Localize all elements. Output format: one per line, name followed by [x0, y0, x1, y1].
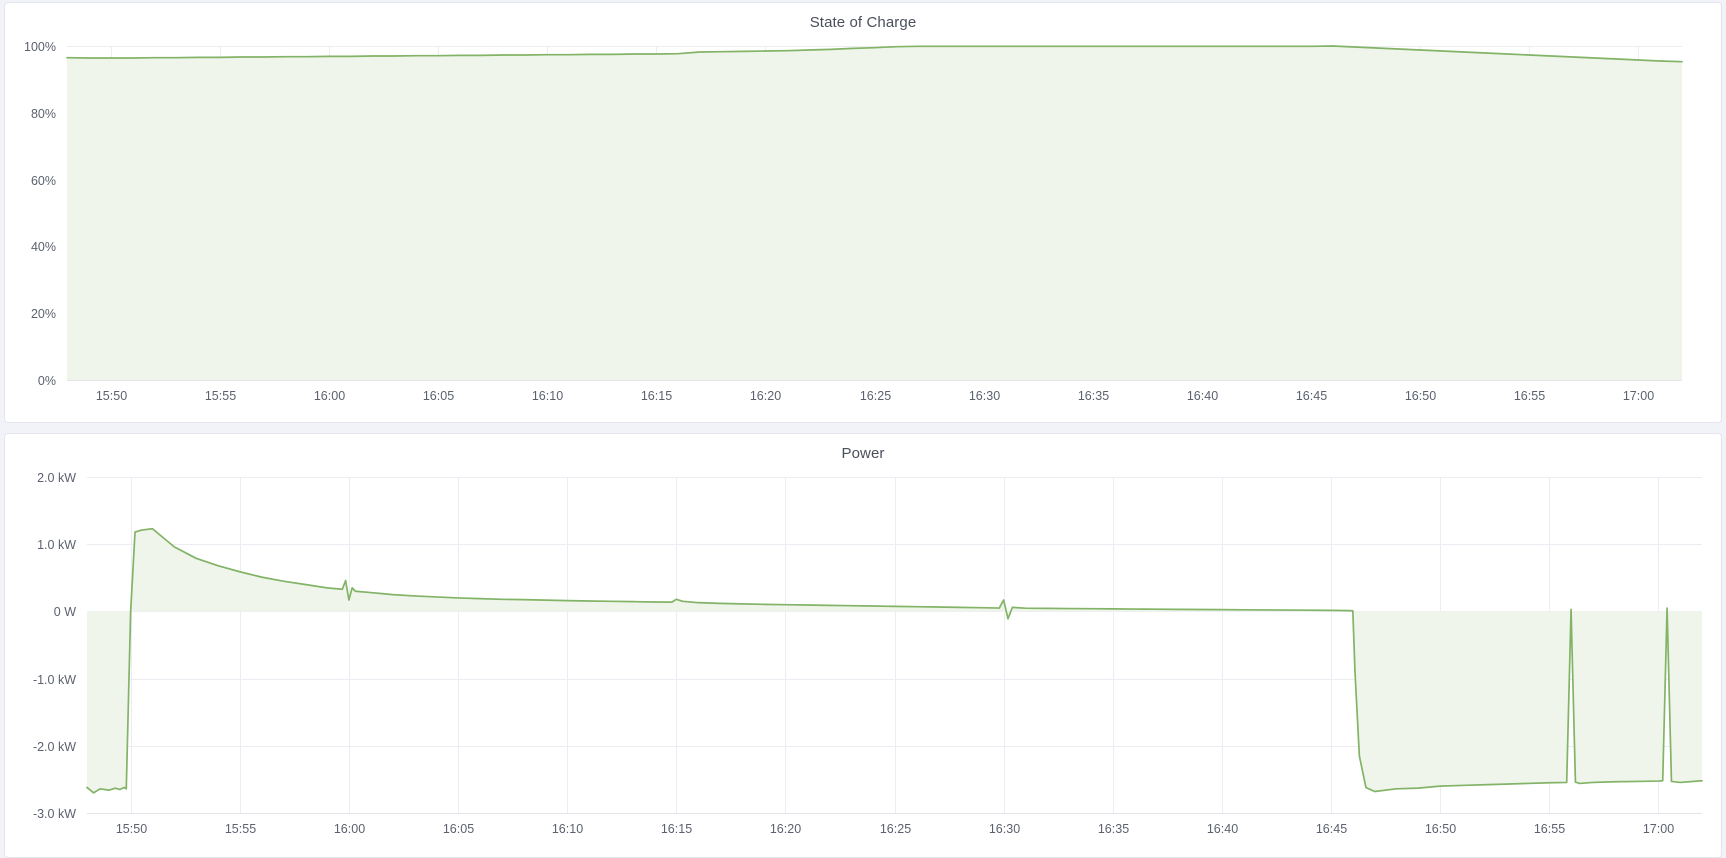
y-axis-tick-label: 0% — [38, 374, 56, 388]
power-svg[interactable]: -3.0 kW -2.0 kW -1.0 kW 0 W 1.0 kW 2.0 kW 15:5… — [5, 463, 1721, 853]
panel-title-power: Power — [841, 445, 885, 462]
x-axis-tick-label: 16:35 — [1098, 822, 1129, 836]
x-axis-tick-label: 16:45 — [1316, 822, 1347, 836]
x-axis-tick-label: 17:00 — [1643, 822, 1674, 836]
x-axis-tick-label: 16:45 — [1296, 389, 1327, 403]
y-axis-tick-label: 1.0 kW — [37, 538, 76, 552]
x-axis-tick-label: 16:55 — [1514, 389, 1545, 403]
x-axis-tick-label: 16:20 — [750, 389, 781, 403]
x-axis-tick-label: 16:50 — [1405, 389, 1436, 403]
x-axis-tick-label: 16:10 — [552, 822, 583, 836]
x-axis-tick-label: 16:15 — [661, 822, 692, 836]
panel-state-of-charge: State of Charge 0% 20% 40% 60% 80% 100% 15:50 1… — [4, 2, 1722, 423]
x-axis-tick-label: 16:25 — [880, 822, 911, 836]
y-axis-tick-label: 100% — [24, 40, 56, 54]
y-axis-tick-label: 40% — [31, 240, 56, 254]
x-axis-tick-label: 16:55 — [1534, 822, 1565, 836]
chart-power[interactable]: -3.0 kW -2.0 kW -1.0 kW 0 W 1.0 kW 2.0 kW 15:5… — [5, 463, 1721, 853]
x-axis-tick-label: 16:30 — [969, 389, 1000, 403]
y-axis-tick-label: 0 W — [54, 605, 76, 619]
y-axis-tick-label: -3.0 kW — [33, 807, 76, 821]
x-axis-tick-label: 15:50 — [96, 389, 127, 403]
x-axis-tick-label: 16:05 — [443, 822, 474, 836]
y-axis-tick-label: 20% — [31, 307, 56, 321]
x-axis-tick-label: 17:00 — [1623, 389, 1654, 403]
y-axis-tick-label: 80% — [31, 107, 56, 121]
x-axis-tick-label: 16:20 — [770, 822, 801, 836]
x-axis-tick-label: 16:05 — [423, 389, 454, 403]
x-axis-tick-label: 16:30 — [989, 822, 1020, 836]
x-axis-tick-label: 15:50 — [116, 822, 147, 836]
chart-state-of-charge[interactable]: 0% 20% 40% 60% 80% 100% 15:50 15:55 16:00 16:05 16… — [5, 32, 1721, 418]
x-axis-tick-label: 16:40 — [1187, 389, 1218, 403]
x-axis-tick-label: 16:50 — [1425, 822, 1456, 836]
state-of-charge-svg[interactable]: 0% 20% 40% 60% 80% 100% 15:50 15:55 16:00 16:05 16… — [5, 32, 1721, 418]
x-axis-tick-label: 16:35 — [1078, 389, 1109, 403]
panel-title-state-of-charge: State of Charge — [809, 14, 917, 31]
x-axis-tick-label: 16:15 — [641, 389, 672, 403]
series-line — [66, 45, 1683, 63]
y-axis-tick-label: -1.0 kW — [33, 673, 76, 687]
series-area-fill — [67, 46, 1682, 380]
series-line — [86, 527, 1703, 794]
panel-power: Power -3.0 kW -2.0 kW -1.0 kW 0 W 1.0 kW 2.0 … — [4, 433, 1722, 858]
y-axis-tick-label: -2.0 kW — [33, 740, 76, 754]
x-axis-tick-label: 16:40 — [1207, 822, 1238, 836]
x-axis-tick-label: 16:25 — [860, 389, 891, 403]
y-axis-tick-label: 60% — [31, 174, 56, 188]
series-area-fill — [87, 528, 1702, 793]
x-axis-tick-label: 15:55 — [205, 389, 236, 403]
x-axis-tick-label: 15:55 — [225, 822, 256, 836]
x-axis-tick-label: 16:00 — [314, 389, 345, 403]
y-axis-tick-label: 2.0 kW — [37, 471, 76, 485]
x-axis-tick-label: 16:10 — [532, 389, 563, 403]
x-axis-tick-label: 16:00 — [334, 822, 365, 836]
